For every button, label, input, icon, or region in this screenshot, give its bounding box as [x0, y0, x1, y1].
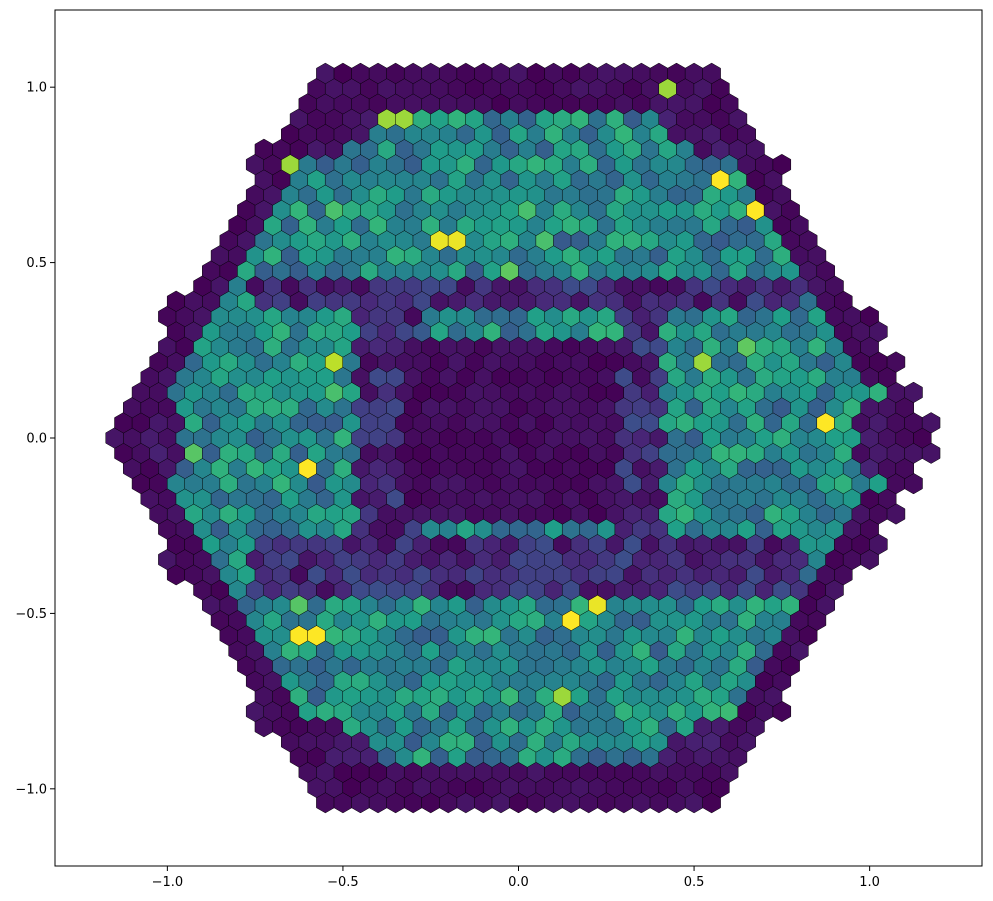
- hex-cell: [886, 351, 906, 373]
- y-tick-label: 1.0: [26, 81, 47, 96]
- x-tick-label: 0.0: [508, 875, 529, 890]
- x-tick-label: 0.5: [684, 875, 705, 890]
- x-axis-ticks: −1.0 −0.5 0.0 0.5 1.0: [152, 866, 880, 890]
- y-axis-ticks: 1.0 0.5 0.0 −0.5 −1.0: [15, 81, 55, 797]
- hex-cell: [702, 62, 721, 85]
- x-tick-label: 1.0: [859, 875, 880, 890]
- y-tick-label: −0.5: [15, 607, 47, 622]
- y-tick-label: 0.5: [26, 256, 47, 271]
- x-tick-label: −1.0: [152, 875, 184, 890]
- hex-cells-layer: [105, 62, 941, 814]
- hex-cell: [772, 153, 792, 176]
- y-tick-label: −1.0: [15, 782, 47, 797]
- hex-cell: [860, 305, 879, 328]
- hex-cell: [904, 381, 923, 404]
- x-tick-label: −0.5: [327, 875, 359, 890]
- hex-cell: [921, 412, 941, 434]
- y-tick-label: 0.0: [26, 432, 47, 447]
